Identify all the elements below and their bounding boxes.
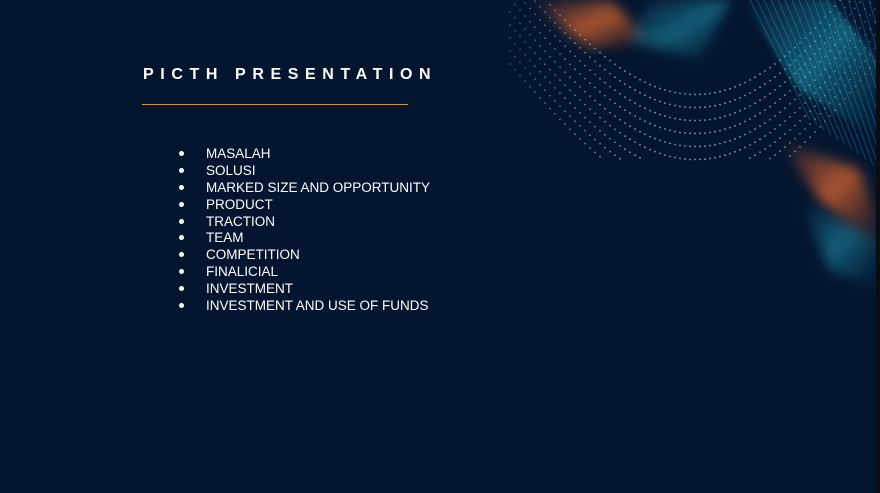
bullet-icon bbox=[179, 269, 184, 275]
topic-label: MASALAH bbox=[206, 145, 271, 161]
bullet-icon bbox=[179, 150, 184, 156]
bullet-icon bbox=[179, 201, 184, 207]
topic-label: TEAM bbox=[206, 230, 244, 246]
bullet-icon bbox=[179, 218, 184, 224]
bullet-icon bbox=[179, 184, 184, 190]
slide-title: PICTH PRESENTATION bbox=[143, 66, 438, 83]
topic-item: COMPETITION bbox=[178, 246, 430, 263]
topic-item: TRACTION bbox=[178, 213, 430, 230]
title-underline bbox=[142, 104, 408, 105]
topic-label: COMPETITION bbox=[206, 247, 300, 263]
abstract-wave-graphic bbox=[509, 0, 878, 290]
slide-edge bbox=[876, 0, 880, 493]
topic-label: MARKED SIZE AND OPPORTUNITY bbox=[206, 179, 431, 195]
bullet-icon bbox=[179, 302, 184, 308]
topic-label: SOLUSI bbox=[206, 162, 256, 178]
bullet-icon bbox=[179, 167, 184, 173]
topic-item: INVESTMENT bbox=[178, 280, 430, 297]
topic-list: MASALAH SOLUSI MARKED SIZE AND OPPORTUNITY… bbox=[178, 145, 430, 314]
topic-item: INVESTMENT AND USE OF FUNDS bbox=[178, 297, 430, 314]
topic-item: SOLUSI bbox=[178, 162, 430, 179]
topic-item: MARKED SIZE AND OPPORTUNITY bbox=[178, 179, 430, 196]
topic-label: INVESTMENT AND USE OF FUNDS bbox=[206, 297, 429, 313]
bullet-icon bbox=[179, 286, 184, 292]
topic-item: FINALICIAL bbox=[178, 263, 430, 280]
topic-item: MASALAH bbox=[178, 145, 430, 162]
topic-item: PRODUCT bbox=[178, 196, 430, 213]
topic-label: INVESTMENT bbox=[206, 281, 294, 297]
topic-item: TEAM bbox=[178, 229, 430, 246]
topic-label: PRODUCT bbox=[206, 196, 273, 212]
bullet-icon bbox=[179, 235, 184, 241]
bullet-icon bbox=[179, 252, 184, 258]
topic-label: FINALICIAL bbox=[206, 264, 279, 280]
topic-label: TRACTION bbox=[206, 213, 275, 229]
